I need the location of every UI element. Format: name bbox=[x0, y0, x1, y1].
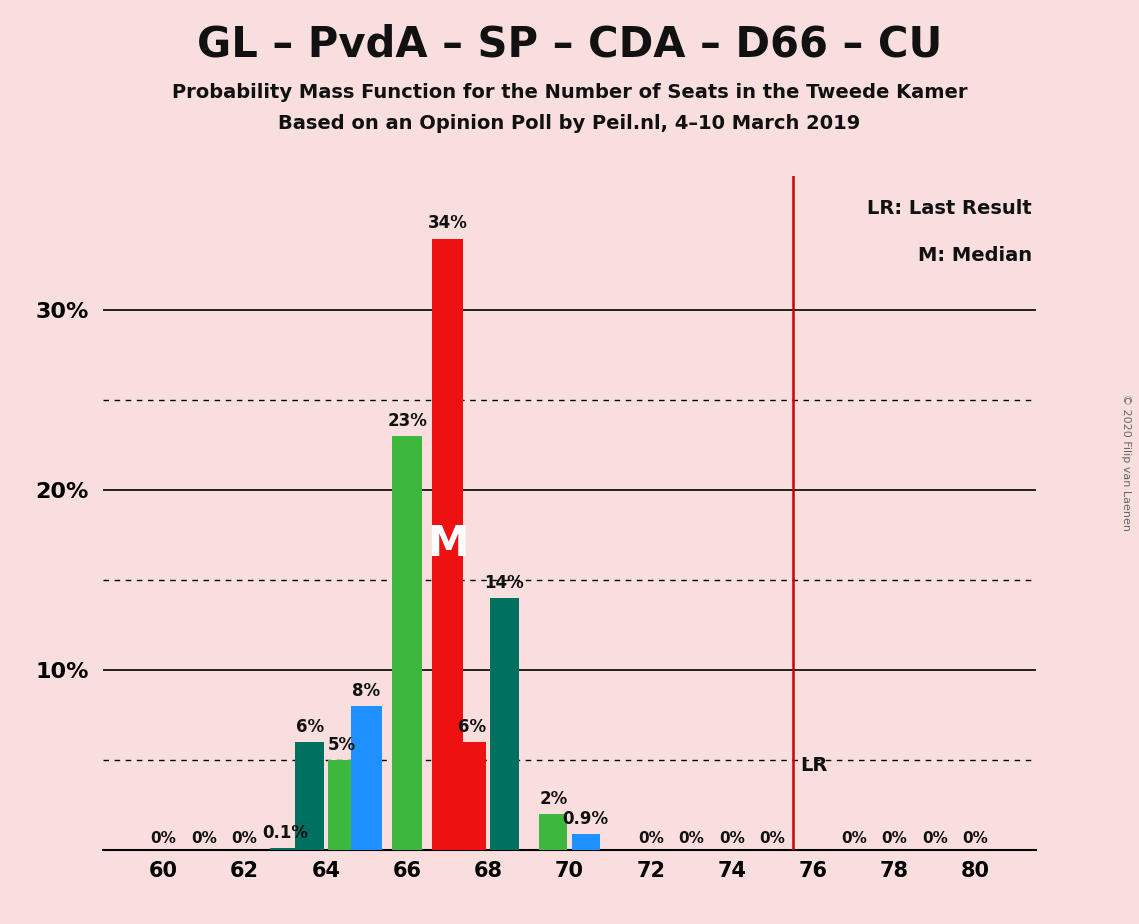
Text: 8%: 8% bbox=[352, 682, 380, 699]
Bar bbox=[295, 742, 323, 850]
Text: Probability Mass Function for the Number of Seats in the Tweede Kamer: Probability Mass Function for the Number… bbox=[172, 83, 967, 103]
Text: Based on an Opinion Poll by Peil.nl, 4–10 March 2019: Based on an Opinion Poll by Peil.nl, 4–1… bbox=[278, 114, 861, 133]
Bar bbox=[539, 814, 567, 850]
Text: GL – PvdA – SP – CDA – D66 – CU: GL – PvdA – SP – CDA – D66 – CU bbox=[197, 23, 942, 65]
Text: LR: Last Result: LR: Last Result bbox=[867, 200, 1032, 218]
Text: 0%: 0% bbox=[962, 832, 989, 846]
Text: 0%: 0% bbox=[923, 832, 948, 846]
Bar bbox=[433, 238, 462, 850]
Text: 0%: 0% bbox=[191, 832, 216, 846]
Text: 0%: 0% bbox=[150, 832, 177, 846]
Bar bbox=[270, 848, 301, 850]
Text: 0%: 0% bbox=[638, 832, 664, 846]
Text: 0%: 0% bbox=[882, 832, 908, 846]
Bar bbox=[392, 436, 423, 850]
Text: LR: LR bbox=[801, 756, 828, 775]
Bar bbox=[490, 598, 518, 850]
Text: © 2020 Filip van Laenen: © 2020 Filip van Laenen bbox=[1121, 394, 1131, 530]
Text: 34%: 34% bbox=[428, 214, 468, 232]
Text: 0%: 0% bbox=[760, 832, 786, 846]
Text: M: M bbox=[427, 523, 468, 565]
Text: 0.9%: 0.9% bbox=[563, 809, 609, 828]
Bar bbox=[458, 742, 486, 850]
Bar bbox=[572, 833, 600, 850]
Text: 14%: 14% bbox=[485, 574, 524, 592]
Text: 23%: 23% bbox=[387, 412, 427, 430]
Text: 5%: 5% bbox=[328, 736, 357, 754]
Text: 0.1%: 0.1% bbox=[262, 824, 309, 842]
Text: 0%: 0% bbox=[231, 832, 257, 846]
Bar bbox=[328, 760, 357, 850]
Text: 2%: 2% bbox=[539, 790, 567, 808]
Text: 6%: 6% bbox=[295, 718, 323, 736]
Text: 0%: 0% bbox=[719, 832, 745, 846]
Text: 0%: 0% bbox=[679, 832, 704, 846]
Bar bbox=[351, 706, 382, 850]
Text: M: Median: M: Median bbox=[918, 247, 1032, 265]
Text: 6%: 6% bbox=[458, 718, 486, 736]
Text: 0%: 0% bbox=[841, 832, 867, 846]
